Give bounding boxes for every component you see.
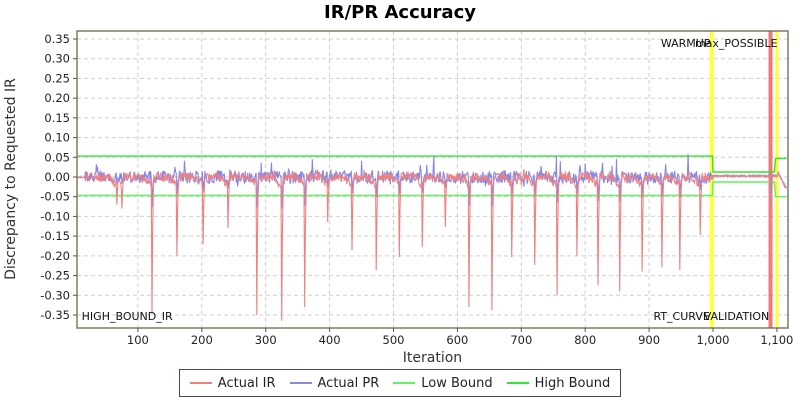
y-tick-label: -0.15: [40, 229, 70, 243]
legend-item-high-bound: High Bound: [506, 375, 611, 391]
legend-label: Low Bound: [421, 375, 493, 391]
y-tick-label: 0.10: [44, 131, 70, 145]
series-high-bound: [77, 155, 787, 173]
chart-legend: Actual IR Actual PR Low Bound High Bound: [178, 369, 622, 397]
accuracy-chart: 100 200 300 400 500 600 700 800 900 1,000 1,100 0.3…: [3, 30, 793, 366]
legend-label: High Bound: [534, 375, 611, 391]
y-tick-label: 0.15: [44, 111, 70, 125]
x-tick-label: 1,000: [697, 333, 730, 347]
x-tick-label: 100: [127, 333, 149, 347]
legend-swatch: [289, 382, 312, 384]
y-tick-label: -0.30: [40, 288, 70, 302]
annotation-high-bound-ir: HIGH_BOUND_IR: [82, 310, 173, 323]
legend-item-actual-ir: Actual IR: [189, 375, 276, 391]
legend-item-low-bound: Low Bound: [393, 375, 493, 391]
annotation-max-possible: max_POSSIBLE: [695, 37, 778, 50]
y-tick-label: -0.05: [40, 190, 70, 204]
annotation-rt-curve: RT_CURVE: [653, 310, 709, 323]
x-tick-label: 500: [383, 333, 405, 347]
y-tick-label: -0.20: [40, 249, 70, 263]
y-tick-label: -0.10: [40, 209, 70, 223]
series-actual-pr: [77, 153, 787, 209]
x-tick-label: 200: [191, 333, 213, 347]
x-tick-label: 800: [574, 333, 596, 347]
x-tick-label: 300: [255, 333, 277, 347]
x-tick-label: 600: [446, 333, 468, 347]
y-tick-label: 0.05: [44, 150, 70, 164]
legend-swatch: [189, 382, 212, 384]
legend-swatch: [506, 382, 529, 384]
legend-label: Actual PR: [317, 375, 380, 391]
y-tick-label: 0.35: [44, 32, 70, 46]
x-axis-label: Iteration: [403, 350, 462, 366]
annotation-validation: VALIDATION: [704, 310, 770, 323]
max-possible-line: [775, 31, 779, 328]
y-axis-label: Discrepancy to Requested IR: [3, 78, 19, 280]
y-tick-label: -0.35: [40, 308, 70, 322]
x-tick-label: 400: [319, 333, 341, 347]
legend-label: Actual IR: [217, 375, 276, 391]
y-tick-label: 0.20: [44, 91, 70, 105]
warmup-end-line: [709, 31, 714, 328]
y-tick-label: 0.30: [44, 52, 70, 66]
y-tick-label: -0.25: [40, 269, 70, 283]
chart-title: IR/PR Accuracy: [324, 2, 476, 23]
x-tick-label: 700: [510, 333, 532, 347]
series-actual-ir: [77, 169, 787, 321]
legend-item-actual-pr: Actual PR: [289, 375, 380, 391]
annotation-warmup: WARMUP: [661, 37, 711, 50]
y-tick-label: 0.25: [44, 71, 70, 85]
y-tick-label: 0.00: [44, 170, 70, 184]
legend-swatch: [393, 382, 416, 384]
x-tick-label: 1,100: [760, 333, 793, 347]
x-tick-label: 900: [638, 333, 660, 347]
plot-border: [76, 30, 789, 329]
series-low-bound: [77, 181, 787, 198]
